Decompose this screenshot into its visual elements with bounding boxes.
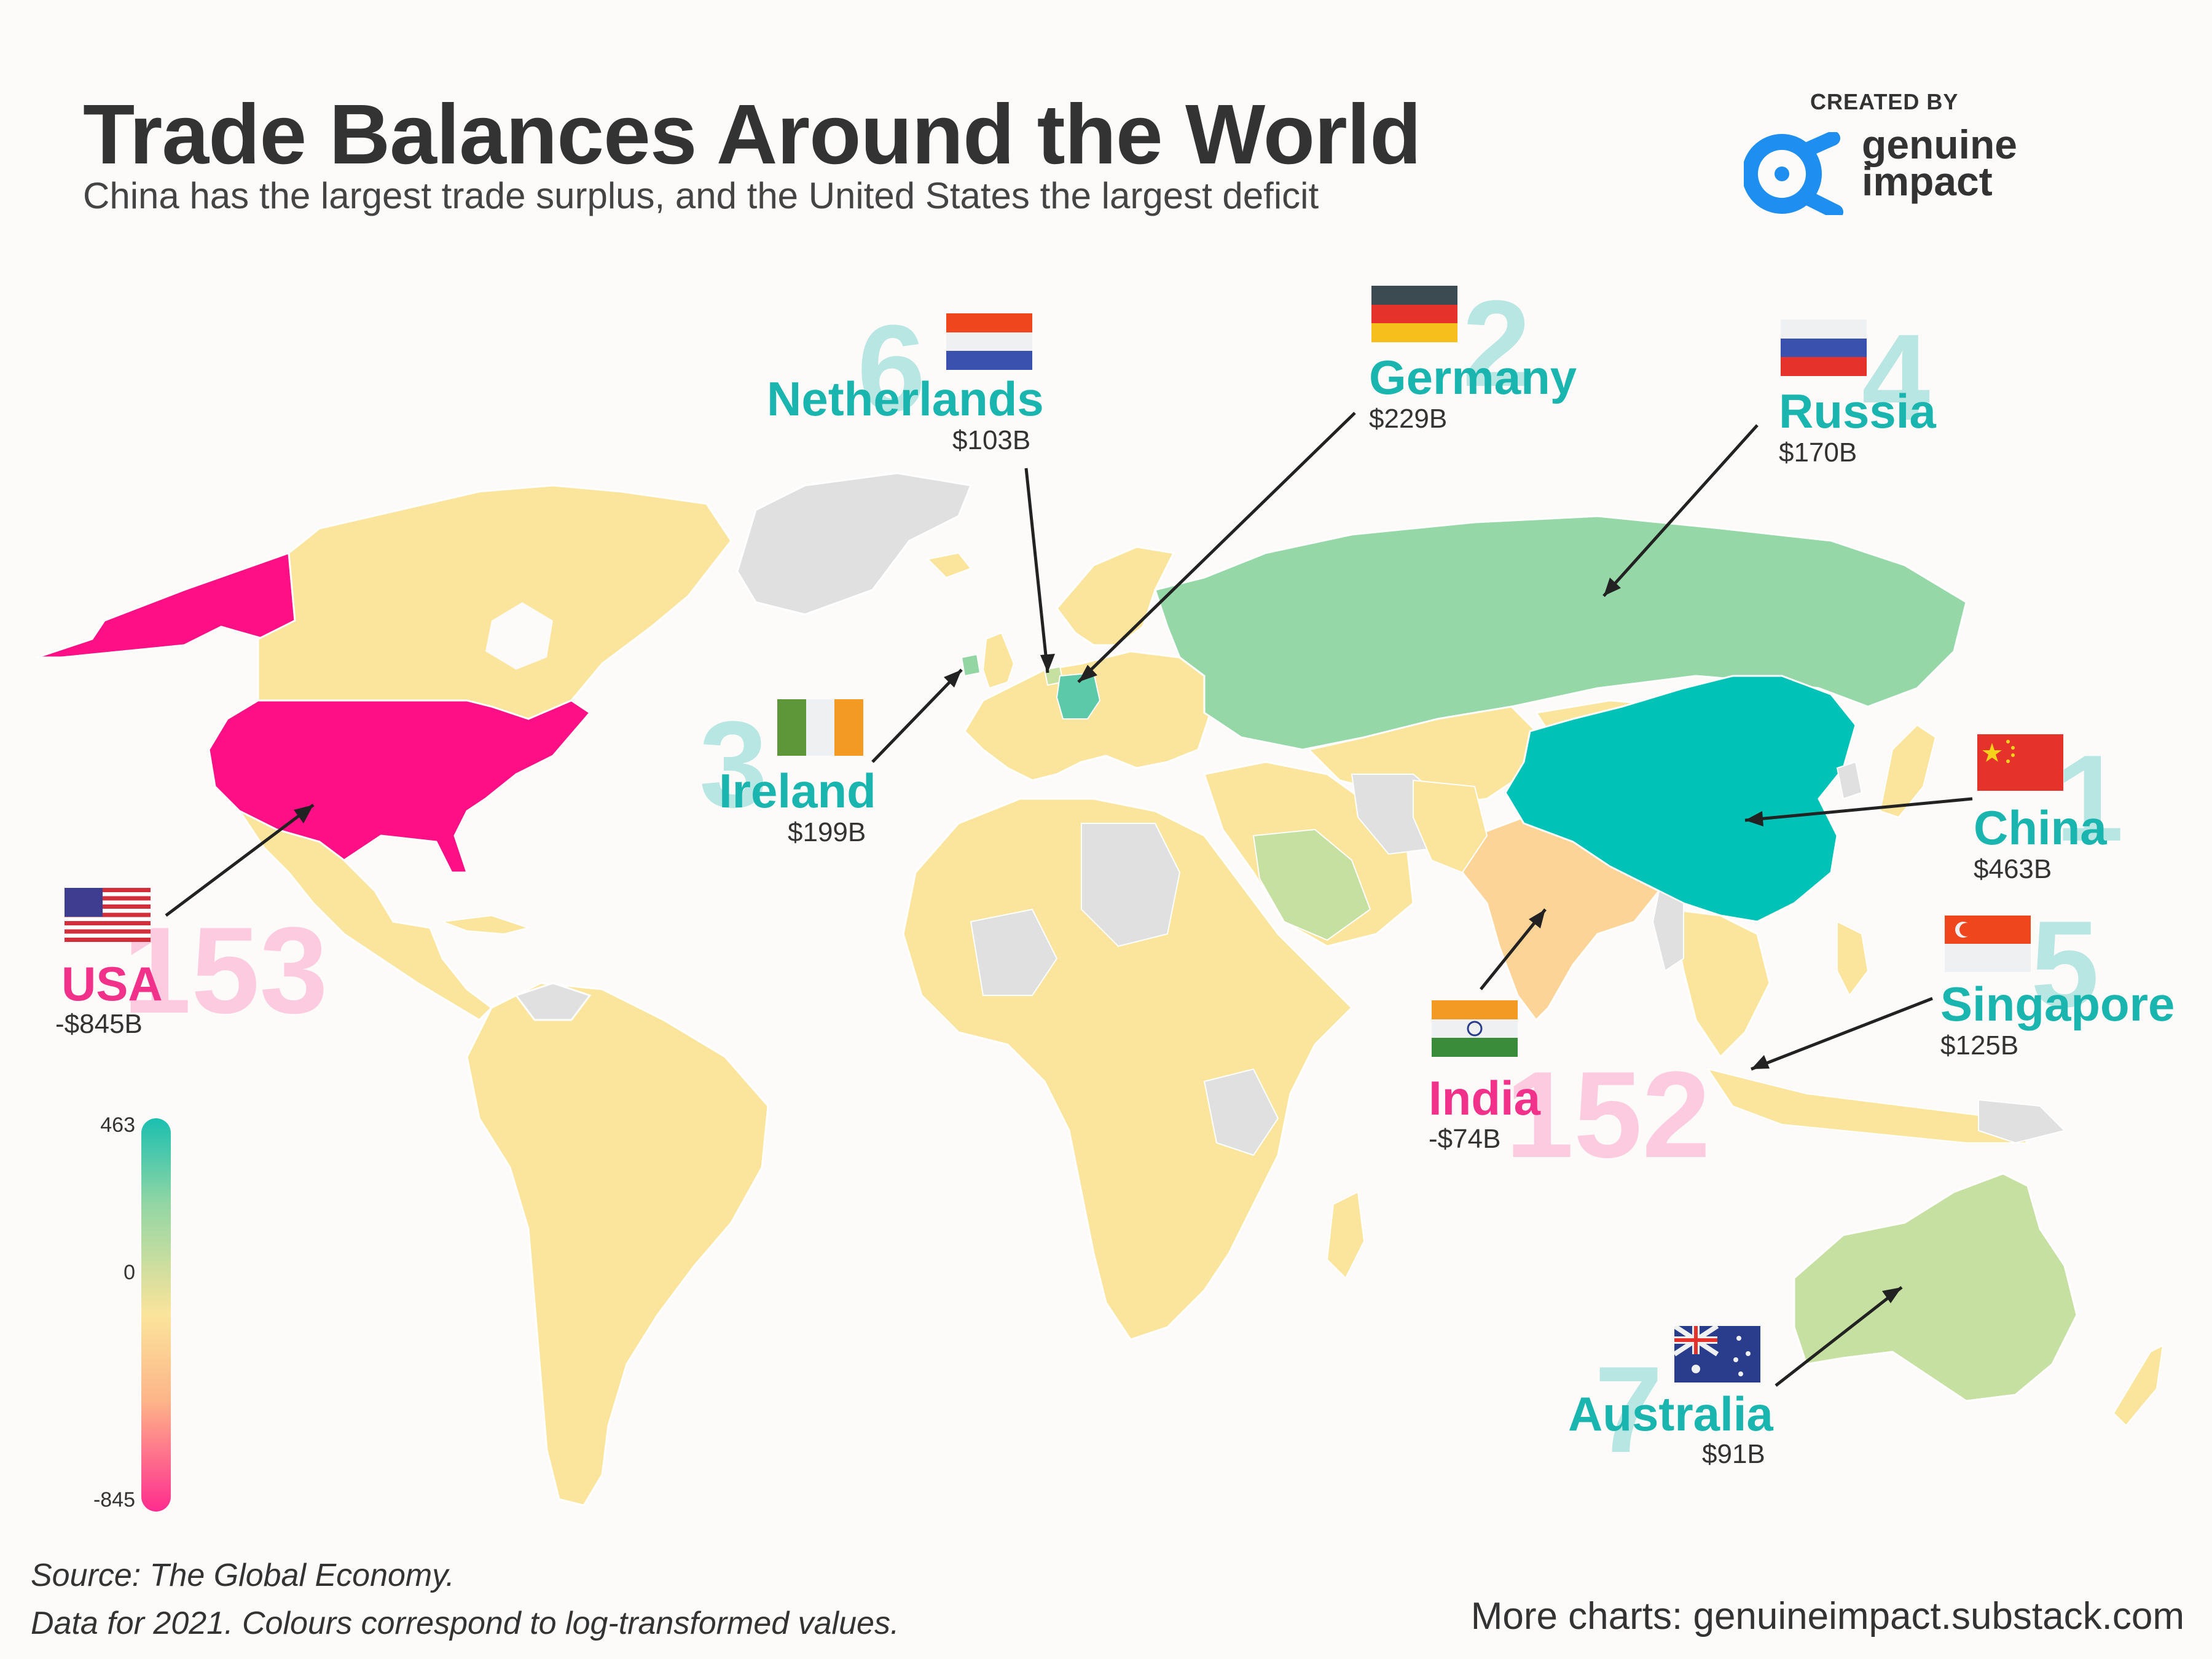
ireland-arrowhead	[944, 670, 962, 688]
hudson-bay	[485, 602, 553, 670]
australia-region	[1793, 1172, 2078, 1402]
genuine-impact-logo-icon	[1744, 132, 1843, 215]
india-name: India	[1429, 1071, 1541, 1125]
greenland-region	[736, 472, 973, 616]
australia-flag-icon	[1674, 1326, 1760, 1382]
germany-arrowhead	[1078, 665, 1097, 682]
usa-arrowhead	[294, 805, 313, 823]
russia-arrowhead	[1604, 578, 1621, 596]
korea-region	[1836, 761, 1863, 800]
china-region	[1504, 675, 1857, 923]
usa-value: -$845B	[55, 1009, 143, 1039]
russia-value: $170B	[1779, 437, 1857, 468]
australia-arrowhead	[1882, 1287, 1902, 1303]
page-subtitle: China has the largest trade surplus, and…	[83, 175, 1319, 216]
china-rank: 1	[2055, 730, 2124, 867]
canada-region	[257, 484, 732, 720]
sahara-no-data-region	[1081, 823, 1181, 947]
russia-name: Russia	[1779, 384, 1936, 438]
usa-flag-icon	[65, 888, 151, 942]
china-arrowhead	[1745, 811, 1763, 826]
caribbean-region	[442, 914, 531, 935]
germany-arrow	[1077, 412, 1356, 683]
germany-flag-icon	[1371, 286, 1457, 342]
color-scale-legend	[141, 1118, 171, 1512]
southeast-asia-region	[1670, 908, 1771, 1059]
singapore-arrow	[1751, 997, 1933, 1071]
netherlands-value: $103B	[952, 425, 1031, 455]
singapore-arrowhead	[1751, 1055, 1770, 1069]
brand-name: genuine impact	[1862, 122, 2018, 204]
venezuela-region	[514, 982, 592, 1021]
singapore-rank: 5	[2031, 896, 2100, 1033]
ireland-flag-icon	[777, 699, 863, 756]
usa-arrow	[165, 804, 315, 917]
russia-flag-icon	[1781, 320, 1867, 376]
source-line-1: Source: The Global Economy.	[31, 1558, 455, 1593]
ireland-rank: 3	[699, 696, 768, 833]
netherlands-arrow	[1024, 468, 1049, 673]
brand-name-line1: genuine	[1862, 122, 2018, 167]
myanmar-region	[1652, 890, 1684, 972]
central-africa-no-data-region	[970, 908, 1058, 996]
usa-rank: 153	[123, 902, 328, 1039]
russia-rank: 4	[1862, 309, 1931, 446]
australia-name: Australia	[1568, 1387, 1773, 1441]
ireland-region	[960, 653, 981, 677]
japan-region	[1879, 724, 1937, 818]
created-by-label: CREATED BY	[1810, 89, 1959, 114]
legend-min-label: -845	[93, 1488, 135, 1512]
page-title: Trade Balances Around the World	[83, 87, 1421, 182]
ireland-arrow	[871, 669, 963, 763]
india-rank: 152	[1505, 1046, 1711, 1183]
china-name: China	[1974, 801, 2107, 855]
pakistan-region	[1413, 779, 1488, 874]
philippines-region	[1837, 920, 1869, 997]
usa-name: USA	[61, 957, 163, 1011]
china-value: $463B	[1974, 854, 2052, 884]
alaska-region	[36, 551, 296, 659]
ireland-name: Ireland	[719, 764, 876, 818]
india-value: -$74B	[1429, 1124, 1501, 1154]
new-guinea-region	[1978, 1099, 2066, 1144]
netherlands-rank: 6	[857, 300, 926, 437]
source-note: Source: The Global Economy. Data for 202…	[31, 1551, 899, 1647]
india-flag-icon	[1432, 1000, 1518, 1057]
brand-name-line2: impact	[1862, 159, 1993, 204]
australia-arrow	[1775, 1286, 1903, 1387]
china-flag-icon	[1977, 734, 2063, 791]
source-line-2: Data for 2021. Colours correspond to log…	[31, 1606, 900, 1641]
china-arrow	[1744, 797, 1973, 822]
netherlands-flag-icon	[946, 313, 1032, 370]
singapore-value: $125B	[1940, 1030, 2019, 1061]
australia-rank: 7	[1594, 1341, 1663, 1478]
east-africa-no-data-region	[1203, 1068, 1279, 1156]
uk-region	[982, 632, 1015, 689]
madagascar-region	[1326, 1191, 1365, 1279]
new-zealand-region	[2112, 1344, 2164, 1427]
singapore-name: Singapore	[1940, 977, 2175, 1031]
saudi-arabia-region	[1252, 828, 1371, 941]
germany-value: $229B	[1369, 404, 1448, 434]
legend-max-label: 463	[100, 1113, 135, 1137]
usa-region	[208, 699, 592, 874]
netherlands-arrowhead	[1040, 654, 1055, 673]
more-charts-link[interactable]: More charts: genuineimpact.substack.com	[1470, 1595, 2184, 1637]
russia-region	[1154, 515, 1967, 751]
iceland-region	[926, 552, 972, 579]
netherlands-name: Netherlands	[767, 372, 1044, 426]
scandinavia-region	[1056, 546, 1175, 646]
singapore-flag-icon	[1945, 916, 2031, 972]
ireland-value: $199B	[788, 817, 866, 847]
south-america-region	[466, 982, 769, 1507]
germany-name: Germany	[1369, 350, 1577, 404]
germany-rank: 2	[1462, 275, 1531, 412]
legend-mid-label: 0	[124, 1261, 135, 1284]
india-arrowhead	[1529, 909, 1545, 928]
russia-arrow	[1602, 424, 1759, 597]
australia-value: $91B	[1702, 1439, 1765, 1469]
